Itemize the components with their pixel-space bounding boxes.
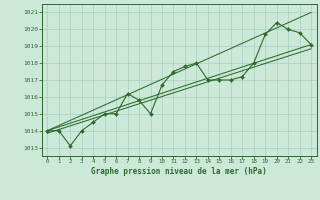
X-axis label: Graphe pression niveau de la mer (hPa): Graphe pression niveau de la mer (hPa) <box>91 167 267 176</box>
